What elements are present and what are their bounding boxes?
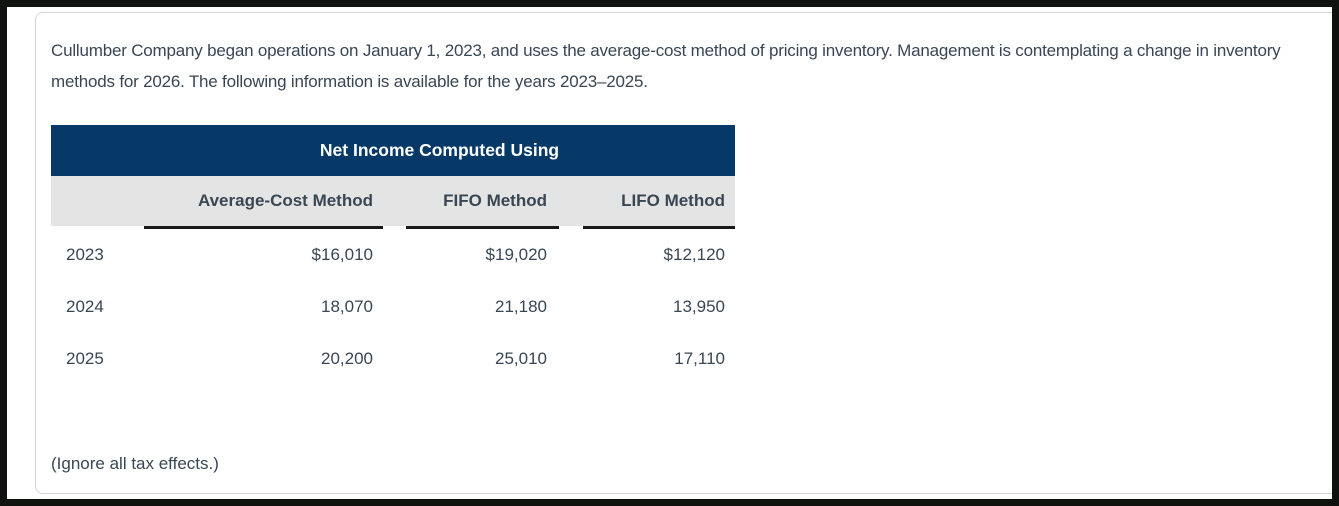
lifo-value: 13,950 [673,297,725,316]
fifo-value: 25,010 [495,349,547,368]
lifo-value: 17,110 [674,349,725,368]
average-cost-value: $16,010 [311,245,373,264]
underline-gap [383,226,406,229]
table-row: 2023 $16,010 $19,020 $12,120 [51,229,735,281]
table-row: 2025 20,200 25,010 17,110 [51,333,735,385]
problem-statement: Cullumber Company began operations on Ja… [51,41,1281,91]
fifo-value: $19,020 [485,245,547,264]
underline-average-cost [144,226,383,229]
year-cell: 2023 [66,245,104,264]
col-header-fifo: FIFO Method [443,191,547,210]
lifo-value: $12,120 [663,245,725,264]
col-header-average-cost: Average-Cost Method [197,191,373,210]
average-cost-value: 20,200 [321,349,373,368]
average-cost-value: 18,070 [321,297,373,316]
year-cell: 2025 [66,349,104,368]
net-income-table: Net Income Computed Using Average-Cost M… [51,125,735,385]
year-cell: 2024 [66,297,104,316]
underline-gap [559,226,583,229]
problem-card: Cullumber Company began operations on Ja… [35,12,1332,494]
underline-gap [51,226,144,229]
table-title-bar: Net Income Computed Using [51,125,735,176]
header-underline-row [51,226,735,229]
col-header-lifo: LIFO Method [621,191,725,210]
underline-lifo [583,226,735,229]
underline-fifo [406,226,559,229]
fifo-value: 21,180 [495,297,547,316]
tax-note: (Ignore all tax effects.) [51,454,219,473]
table-title: Net Income Computed Using [319,140,560,160]
table-header-row: Average-Cost Method FIFO Method LIFO Met… [51,176,735,226]
table-row: 2024 18,070 21,180 13,950 [51,281,735,333]
